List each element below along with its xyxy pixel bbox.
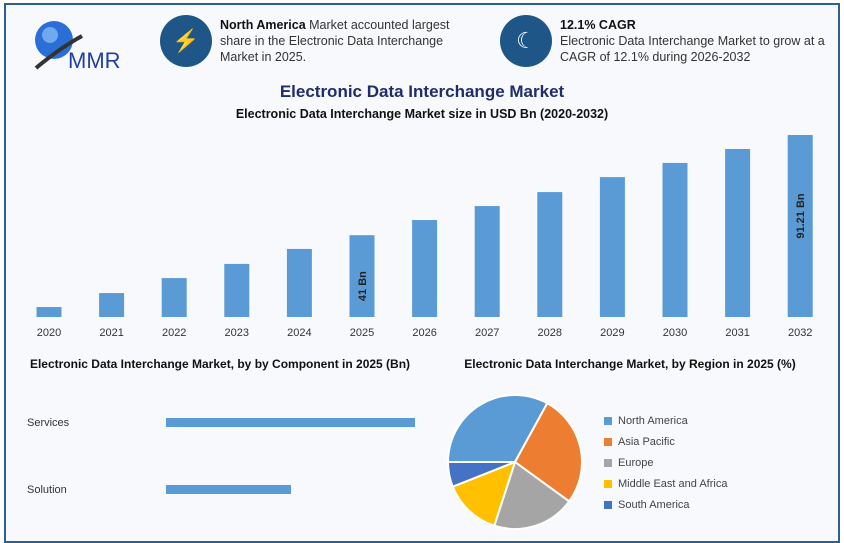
bar-2025: [349, 235, 375, 317]
pie-slice-europe: [493, 460, 571, 530]
svg-text:MMR: MMR: [68, 48, 121, 73]
bar-2031: [725, 148, 751, 317]
category-solution: Solution: [27, 484, 67, 496]
x-tick-label: 2031: [725, 327, 749, 339]
legend-swatch: [604, 458, 612, 467]
x-tick-label: 2022: [162, 327, 186, 339]
pie-slice-middle-east-and-africa: [451, 460, 517, 527]
legend-label: Asia Pacific: [618, 435, 675, 448]
region-pie-chart: [446, 394, 583, 530]
bar-2029: [599, 177, 625, 317]
bar-2023: [224, 263, 250, 317]
legend-label: Middle East and Africa: [618, 477, 728, 490]
bar-2022: [161, 278, 187, 317]
bar-2028: [537, 192, 563, 317]
x-tick-label: 2021: [99, 327, 123, 339]
x-tick-label: 2027: [475, 327, 499, 339]
legend-item: Asia Pacific: [604, 431, 727, 452]
x-tick-label: 2024: [287, 327, 311, 339]
bar-2032: [787, 135, 813, 317]
x-tick-label: 2032: [788, 327, 812, 339]
legend-label: Europe: [618, 456, 654, 469]
bar-solution: [166, 485, 291, 494]
bar-2026: [412, 220, 438, 317]
info-north-america: North America Market accounted largest s…: [220, 18, 450, 64]
legend-item: Middle East and Africa: [604, 473, 727, 494]
region-chart-title: Electronic Data Interchange Market, by R…: [464, 357, 796, 371]
data-label: 41 Bn: [357, 271, 369, 301]
bar-services: [166, 418, 415, 427]
pie-legend: North America Asia Pacific Europe Middle Ea…: [604, 410, 727, 515]
mmr-logo: MMR: [34, 21, 121, 73]
pie-slice-south-america: [446, 461, 516, 488]
legend-swatch: [604, 437, 612, 446]
bar-2030: [662, 162, 688, 317]
legend-label: North America: [618, 414, 688, 427]
legend-label: South America: [618, 498, 690, 511]
market-size-bar-chart: 2020 2021 2022 2023 2024 2025 41 Bn 2026 2027 202…: [36, 135, 813, 339]
x-tick-label: 2029: [600, 327, 624, 339]
pie-slice-asia-pacific: [513, 401, 583, 503]
chart-subtitle: Electronic Data Interchange Market size …: [235, 107, 609, 121]
bar-2021: [99, 293, 125, 317]
legend-item: Europe: [604, 452, 727, 473]
legend-swatch: [604, 479, 612, 488]
component-chart-title: Electronic Data Interchange Market, by b…: [29, 357, 411, 371]
x-tick-label: 2020: [37, 327, 61, 339]
flame-icon: ☾: [500, 15, 552, 67]
x-tick-label: 2025: [350, 327, 374, 339]
legend-swatch: [604, 416, 612, 425]
bar-2024: [286, 248, 312, 317]
x-tick-label: 2026: [412, 327, 436, 339]
x-tick-label: 2030: [663, 327, 687, 339]
x-tick-label: 2028: [538, 327, 562, 339]
category-services: Services: [27, 417, 70, 429]
data-label: 91.21 Bn: [795, 193, 807, 239]
legend-item: South America: [604, 494, 727, 515]
pie-slice-north-america: [446, 394, 549, 463]
info-cagr: 12.1% CAGR Electronic Data Interchange Ma…: [560, 18, 825, 64]
bar-2020: [36, 307, 62, 317]
bar-2027: [474, 206, 500, 317]
lightning-icon: ⚡: [160, 15, 212, 67]
x-tick-label: 2023: [225, 327, 249, 339]
legend-swatch: [604, 500, 612, 509]
legend-item: North America: [604, 410, 727, 431]
chart-title: Electronic Data Interchange Market: [279, 82, 565, 101]
